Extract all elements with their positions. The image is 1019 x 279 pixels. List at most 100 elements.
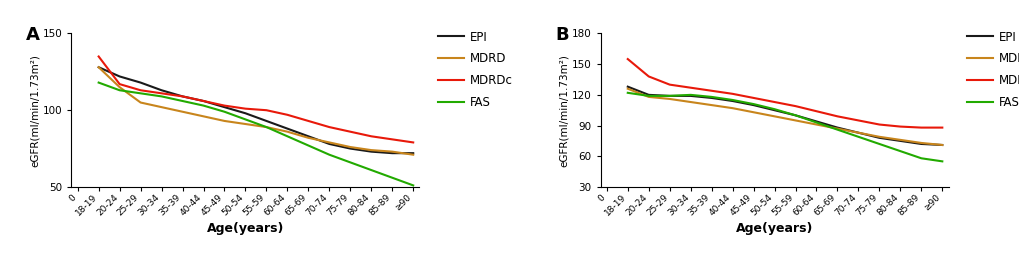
MDRD <box>747 110 759 114</box>
MDRD <box>809 123 821 126</box>
FAS <box>642 94 654 98</box>
EPI <box>789 114 801 117</box>
FAS <box>914 157 926 160</box>
MDRDc <box>93 55 105 58</box>
MDRDc <box>113 83 125 86</box>
MDRD <box>852 131 864 134</box>
FAS <box>809 121 821 124</box>
EPI <box>894 139 906 143</box>
MDRDc <box>789 104 801 108</box>
MDRDc <box>621 57 633 61</box>
MDRD <box>135 101 147 104</box>
FAS <box>684 93 696 97</box>
Line: EPI: EPI <box>99 67 413 153</box>
MDRDc <box>386 138 398 141</box>
MDRD <box>218 119 230 123</box>
FAS <box>726 98 738 102</box>
MDRDc <box>323 126 335 129</box>
MDRDc <box>155 92 167 95</box>
FAS <box>155 95 167 98</box>
EPI <box>93 66 105 69</box>
MDRDc <box>914 126 926 129</box>
MDRDc <box>135 89 147 92</box>
FAS <box>302 144 314 147</box>
FAS <box>93 81 105 84</box>
EPI <box>281 127 293 130</box>
EPI <box>830 126 843 129</box>
MDRDc <box>663 83 676 86</box>
EPI <box>407 151 419 155</box>
FAS <box>198 104 210 107</box>
EPI <box>176 95 189 98</box>
MDRD <box>407 153 419 156</box>
MDRDc <box>365 134 377 138</box>
MDRD <box>684 100 696 104</box>
MDRD <box>323 141 335 144</box>
EPI <box>386 151 398 155</box>
MDRD <box>726 107 738 110</box>
MDRD <box>365 148 377 152</box>
MDRD <box>343 145 356 149</box>
EPI <box>663 94 676 98</box>
FAS <box>135 92 147 95</box>
MDRD <box>386 150 398 153</box>
MDRDc <box>343 130 356 133</box>
MDRD <box>621 87 633 90</box>
MDRDc <box>218 104 230 107</box>
MDRDc <box>872 123 884 126</box>
Y-axis label: eGFR(ml/min/1.73m²): eGFR(ml/min/1.73m²) <box>30 54 40 167</box>
MDRD <box>872 135 884 138</box>
MDRDc <box>642 75 654 78</box>
FAS <box>935 160 948 163</box>
MDRDc <box>684 86 696 89</box>
EPI <box>684 94 696 98</box>
MDRDc <box>830 115 843 118</box>
EPI <box>218 105 230 109</box>
EPI <box>621 85 633 88</box>
EPI <box>872 136 884 140</box>
MDRD <box>914 141 926 145</box>
EPI <box>809 120 821 123</box>
MDRDc <box>894 125 906 128</box>
FAS <box>260 126 272 129</box>
MDRDc <box>176 95 189 98</box>
MDRD <box>239 122 252 126</box>
EPI <box>726 99 738 103</box>
MDRD <box>198 115 210 118</box>
FAS <box>113 89 125 92</box>
FAS <box>705 95 717 98</box>
EPI <box>705 96 717 100</box>
Line: MDRDc: MDRDc <box>99 56 413 143</box>
Line: MDRD: MDRD <box>627 89 942 145</box>
MDRD <box>260 126 272 129</box>
FAS <box>323 153 335 156</box>
MDRDc <box>705 89 717 92</box>
EPI <box>135 81 147 84</box>
MDRD <box>894 138 906 141</box>
FAS <box>830 128 843 131</box>
Text: A: A <box>26 26 40 44</box>
MDRDc <box>302 119 314 123</box>
EPI <box>239 112 252 115</box>
MDRDc <box>852 119 864 122</box>
EPI <box>935 143 948 147</box>
FAS <box>894 150 906 153</box>
FAS <box>663 94 676 98</box>
EPI <box>155 89 167 92</box>
FAS <box>281 134 293 138</box>
Line: FAS: FAS <box>627 93 942 161</box>
Line: EPI: EPI <box>627 87 942 145</box>
EPI <box>302 134 314 138</box>
EPI <box>642 93 654 97</box>
FAS <box>621 91 633 95</box>
FAS <box>343 161 356 164</box>
MDRDc <box>260 109 272 112</box>
Line: MDRD: MDRD <box>99 67 413 155</box>
MDRD <box>767 115 780 118</box>
EPI <box>365 150 377 153</box>
FAS <box>176 99 189 103</box>
MDRDc <box>407 141 419 144</box>
EPI <box>343 147 356 150</box>
MDRDc <box>198 99 210 103</box>
MDRD <box>705 104 717 107</box>
